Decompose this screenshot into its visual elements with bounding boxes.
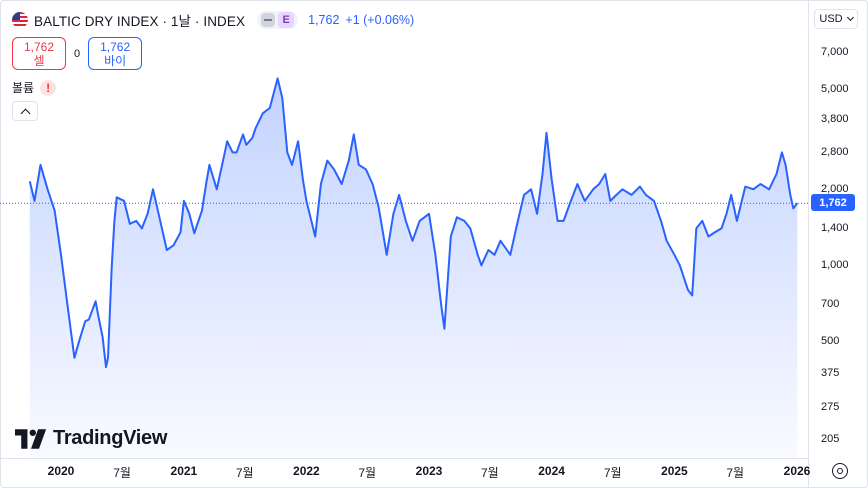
- time-tick-label: 2025: [661, 464, 688, 478]
- buy-price: 1,762: [100, 39, 131, 54]
- price-area-fill: [29, 78, 798, 458]
- sell-price: 1,762: [23, 39, 55, 54]
- time-tick-label: 2020: [47, 464, 75, 478]
- price-tick-label: 500: [821, 335, 840, 348]
- brand-name: TradingView: [53, 427, 168, 449]
- price-tick-label: 1,400: [821, 222, 849, 235]
- time-scale[interactable]: 2020 7월 2021 7월 2022 7월 2023 7월 2024 7월 2025 7월 2026: [0, 459, 811, 488]
- price-tick-label: 5,000: [821, 82, 849, 95]
- price-tick-label: 700: [821, 298, 840, 311]
- time-tick-label: 7월: [726, 466, 745, 480]
- collapse-legend-button[interactable]: [12, 101, 38, 121]
- sell-label: 셀: [33, 53, 45, 68]
- chart-plot-area[interactable]: [0, 0, 808, 458]
- price-tick-label: 2,800: [821, 146, 849, 159]
- symbol-legend[interactable]: BALTIC DRY INDEX · 1날 · INDEX E 1,762 +1…: [12, 10, 414, 30]
- exchange-badge[interactable]: E: [278, 12, 295, 28]
- trade-buttons: 1,762 셀 0 1,762 바이: [12, 37, 143, 70]
- volume-legend[interactable]: 볼륨 !: [12, 79, 57, 96]
- price-tick-label: 205: [821, 433, 840, 445]
- time-tick-label: 7월: [358, 466, 377, 480]
- time-tick-label: 7월: [603, 466, 622, 480]
- price-tick-label: 7,000: [821, 46, 849, 58]
- price-tick-label: 275: [821, 400, 840, 413]
- chevron-up-icon: [20, 108, 30, 118]
- us-flag-icon: [12, 12, 28, 28]
- price-tick-label: 375: [821, 366, 840, 379]
- time-tick-label: 2026: [783, 464, 811, 478]
- price-line[interactable]: [28, 77, 799, 369]
- time-tick-label: 2023: [415, 464, 443, 478]
- price-scale[interactable]: 7,000 5,000 3,800 2,800 2,000 1,400 1,000 700 50…: [809, 0, 868, 458]
- price-tick-label: 2,000: [821, 183, 849, 196]
- warning-icon[interactable]: !: [40, 79, 57, 96]
- change-value: +1 (+0.06%): [345, 13, 415, 27]
- last-value: 1,762: [308, 13, 340, 27]
- sell-button[interactable]: 1,762 셀: [12, 37, 66, 70]
- price-tick-label: 1,000: [821, 259, 849, 272]
- price-scale-border: [808, 0, 809, 488]
- last-price-tag: 1,762: [811, 194, 855, 211]
- symbol-title[interactable]: BALTIC DRY INDEX · 1날 · INDEX: [34, 14, 246, 29]
- time-tick-label: 7월: [113, 466, 131, 480]
- price-tick-label: 3,800: [821, 113, 849, 125]
- buy-label: 바이: [104, 53, 127, 68]
- minus-icon[interactable]: [261, 13, 276, 27]
- tradingview-logo-icon: [15, 428, 47, 449]
- currency-selector[interactable]: USD: [814, 9, 858, 29]
- settings-gear-icon[interactable]: [832, 463, 848, 479]
- spread-value: 0: [74, 47, 81, 60]
- buy-button[interactable]: 1,762 바이: [88, 37, 143, 70]
- visibility-pill[interactable]: E: [257, 11, 299, 29]
- time-tick-label: 2024: [538, 464, 565, 478]
- time-tick-label: 7월: [480, 466, 499, 480]
- time-tick-label: 2022: [293, 464, 320, 478]
- time-tick-label: 2021: [170, 464, 198, 478]
- currency-label: USD: [819, 13, 843, 25]
- chevron-down-icon: [846, 13, 854, 22]
- time-scale-border: [0, 458, 808, 459]
- volume-label: 볼륨: [12, 81, 35, 95]
- tradingview-logo[interactable]: TradingView: [15, 427, 167, 450]
- time-tick-label: 7월: [235, 466, 254, 480]
